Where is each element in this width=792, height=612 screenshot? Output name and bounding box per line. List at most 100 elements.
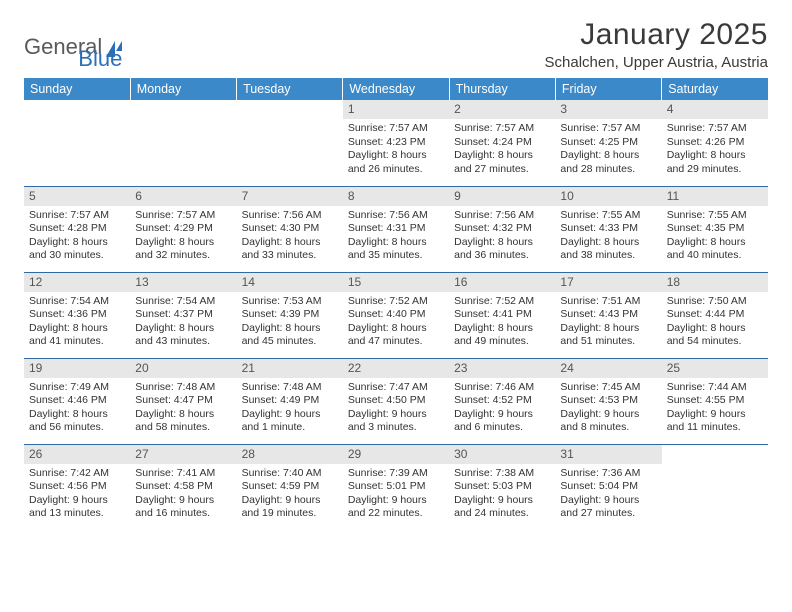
calendar-empty-cell <box>130 100 236 186</box>
day-details: Sunrise: 7:57 AMSunset: 4:28 PMDaylight:… <box>24 206 130 265</box>
daylight-line: Daylight: 8 hours and 28 minutes. <box>560 149 639 174</box>
daylight-line: Daylight: 9 hours and 22 minutes. <box>348 494 427 519</box>
calendar-empty-cell <box>24 100 130 186</box>
daylight-line: Daylight: 8 hours and 27 minutes. <box>454 149 533 174</box>
sunset-line: Sunset: 4:35 PM <box>667 222 745 234</box>
calendar-week-row: 12Sunrise: 7:54 AMSunset: 4:36 PMDayligh… <box>24 272 768 358</box>
calendar-week-row: 19Sunrise: 7:49 AMSunset: 4:46 PMDayligh… <box>24 358 768 444</box>
day-details: Sunrise: 7:55 AMSunset: 4:33 PMDaylight:… <box>555 206 661 265</box>
date-number: 28 <box>237 445 343 464</box>
day-details: Sunrise: 7:55 AMSunset: 4:35 PMDaylight:… <box>662 206 768 265</box>
day-details: Sunrise: 7:51 AMSunset: 4:43 PMDaylight:… <box>555 292 661 351</box>
calendar-day-cell: 4Sunrise: 7:57 AMSunset: 4:26 PMDaylight… <box>662 100 768 186</box>
daylight-line: Daylight: 8 hours and 29 minutes. <box>667 149 746 174</box>
calendar-day-cell: 5Sunrise: 7:57 AMSunset: 4:28 PMDaylight… <box>24 186 130 272</box>
sunrise-line: Sunrise: 7:57 AM <box>348 122 428 134</box>
sunrise-line: Sunrise: 7:44 AM <box>667 381 747 393</box>
calendar-day-cell: 20Sunrise: 7:48 AMSunset: 4:47 PMDayligh… <box>130 358 236 444</box>
weekday-row: SundayMondayTuesdayWednesdayThursdayFrid… <box>24 78 768 100</box>
daylight-line: Daylight: 8 hours and 40 minutes. <box>667 236 746 261</box>
sunrise-line: Sunrise: 7:38 AM <box>454 467 534 479</box>
calendar-day-cell: 9Sunrise: 7:56 AMSunset: 4:32 PMDaylight… <box>449 186 555 272</box>
day-details: Sunrise: 7:56 AMSunset: 4:31 PMDaylight:… <box>343 206 449 265</box>
sunrise-line: Sunrise: 7:56 AM <box>454 209 534 221</box>
sunrise-line: Sunrise: 7:56 AM <box>242 209 322 221</box>
sunset-line: Sunset: 4:32 PM <box>454 222 532 234</box>
sunrise-line: Sunrise: 7:46 AM <box>454 381 534 393</box>
calendar-day-cell: 7Sunrise: 7:56 AMSunset: 4:30 PMDaylight… <box>237 186 343 272</box>
daylight-line: Daylight: 9 hours and 8 minutes. <box>560 408 639 433</box>
date-number: 2 <box>449 100 555 119</box>
month-title: January 2025 <box>545 18 768 52</box>
day-details: Sunrise: 7:57 AM Sunset: 4:26 PMDaylight:… <box>662 119 768 178</box>
sunset-line: Sunset: 4:31 PM <box>348 222 426 234</box>
sunset-line: Sunset: 4:49 PM <box>242 394 320 406</box>
date-number: 18 <box>662 273 768 292</box>
calendar-day-cell: 10Sunrise: 7:55 AMSunset: 4:33 PMDayligh… <box>555 186 661 272</box>
date-number: 16 <box>449 273 555 292</box>
sunset-line: Sunset: 4:24 PM <box>454 136 532 148</box>
day-details: Sunrise: 7:56 AMSunset: 4:30 PMDaylight:… <box>237 206 343 265</box>
daylight-line: Daylight: 8 hours and 26 minutes. <box>348 149 427 174</box>
day-details: Sunrise: 7:49 AMSunset: 4:46 PMDaylight:… <box>24 378 130 437</box>
weekday-header: Monday <box>130 78 236 100</box>
sunrise-line: Sunrise: 7:54 AM <box>29 295 109 307</box>
sunset-line: Sunset: 4:23 PM <box>348 136 426 148</box>
day-details: Sunrise: 7:36 AMSunset: 5:04 PMDaylight:… <box>555 464 661 523</box>
date-number: 17 <box>555 273 661 292</box>
sunset-line: Sunset: 4:55 PM <box>667 394 745 406</box>
weekday-header: Wednesday <box>343 78 449 100</box>
day-details: Sunrise: 7:40 AMSunset: 4:59 PMDaylight:… <box>237 464 343 523</box>
calendar-day-cell: 17Sunrise: 7:51 AMSunset: 4:43 PMDayligh… <box>555 272 661 358</box>
sunrise-line: Sunrise: 7:45 AM <box>560 381 640 393</box>
date-number: 24 <box>555 359 661 378</box>
sunset-line: Sunset: 4:26 PM <box>667 136 745 148</box>
date-number: 25 <box>662 359 768 378</box>
sunset-line: Sunset: 4:53 PM <box>560 394 638 406</box>
sunrise-line: Sunrise: 7:51 AM <box>560 295 640 307</box>
day-details: Sunrise: 7:52 AMSunset: 4:41 PMDaylight:… <box>449 292 555 351</box>
date-number: 26 <box>24 445 130 464</box>
sunrise-line: Sunrise: 7:48 AM <box>135 381 215 393</box>
daylight-line: Daylight: 9 hours and 6 minutes. <box>454 408 533 433</box>
sunset-line: Sunset: 4:41 PM <box>454 308 532 320</box>
sunset-line: Sunset: 4:37 PM <box>135 308 213 320</box>
daylight-line: Daylight: 8 hours and 43 minutes. <box>135 322 214 347</box>
daylight-line: Daylight: 9 hours and 27 minutes. <box>560 494 639 519</box>
day-details: Sunrise: 7:48 AMSunset: 4:47 PMDaylight:… <box>130 378 236 437</box>
day-details: Sunrise: 7:57 AMSunset: 4:29 PMDaylight:… <box>130 206 236 265</box>
sunset-line: Sunset: 4:50 PM <box>348 394 426 406</box>
day-details: Sunrise: 7:57 AMSunset: 4:24 PMDaylight:… <box>449 119 555 178</box>
date-number: 20 <box>130 359 236 378</box>
logo-triangle-icon <box>106 41 115 57</box>
weekday-header: Friday <box>555 78 661 100</box>
daylight-line: Daylight: 9 hours and 19 minutes. <box>242 494 321 519</box>
calendar-day-cell: 8Sunrise: 7:56 AMSunset: 4:31 PMDaylight… <box>343 186 449 272</box>
daylight-line: Daylight: 9 hours and 3 minutes. <box>348 408 427 433</box>
calendar-empty-cell <box>237 100 343 186</box>
daylight-line: Daylight: 8 hours and 38 minutes. <box>560 236 639 261</box>
daylight-line: Daylight: 8 hours and 51 minutes. <box>560 322 639 347</box>
sunset-line: Sunset: 4:29 PM <box>135 222 213 234</box>
calendar-day-cell: 22Sunrise: 7:47 AMSunset: 4:50 PMDayligh… <box>343 358 449 444</box>
date-number: 22 <box>343 359 449 378</box>
sunrise-line: Sunrise: 7:57 AM <box>29 209 109 221</box>
logo: General Blue <box>24 18 122 72</box>
date-number: 31 <box>555 445 661 464</box>
day-details: Sunrise: 7:48 AMSunset: 4:49 PMDaylight:… <box>237 378 343 437</box>
day-details: Sunrise: 7:45 AMSunset: 4:53 PM Daylight:… <box>555 378 661 437</box>
daylight-line: Daylight: 8 hours and 56 minutes. <box>29 408 108 433</box>
weekday-header: Tuesday <box>237 78 343 100</box>
day-details: Sunrise: 7:50 AMSunset: 4:44 PMDaylight:… <box>662 292 768 351</box>
daylight-line: Daylight: 8 hours and 49 minutes. <box>454 322 533 347</box>
calendar-day-cell: 24 Sunrise: 7:45 AMSunset: 4:53 PM Dayligh… <box>555 358 661 444</box>
day-details: Sunrise: 7:57 AM Sunset: 4:23 PMDaylight:… <box>343 119 449 178</box>
daylight-line: Daylight: 8 hours and 54 minutes. <box>667 322 746 347</box>
date-number: 13 <box>130 273 236 292</box>
sunrise-line: Sunrise: 7:57 AM <box>667 122 747 134</box>
calendar-day-cell: 15Sunrise: 7:52 AMSunset: 4:40 PMDayligh… <box>343 272 449 358</box>
daylight-line: Daylight: 9 hours and 1 minute. <box>242 408 321 433</box>
day-details: Sunrise: 7:42 AMSunset: 4:56 PMDaylight:… <box>24 464 130 523</box>
date-number: 15 <box>343 273 449 292</box>
day-details: Sunrise: 7:46 AMSunset: 4:52 PMDaylight:… <box>449 378 555 437</box>
